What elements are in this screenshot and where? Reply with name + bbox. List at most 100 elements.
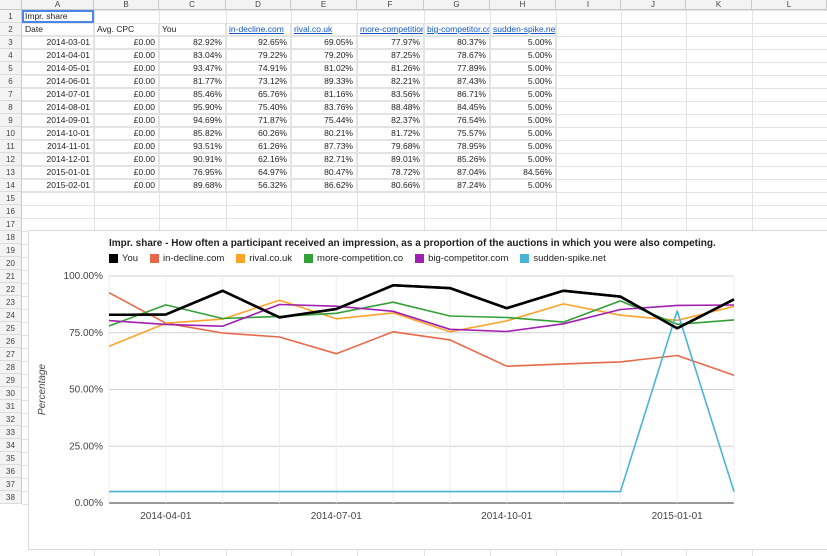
data-cell[interactable]: 89.68% (159, 179, 226, 192)
data-cell[interactable]: 82.21% (357, 75, 424, 88)
data-cell[interactable]: 5.00% (490, 36, 556, 49)
data-cell[interactable]: 2014-04-01 (22, 49, 94, 62)
row-header-8[interactable]: 8 (0, 101, 22, 114)
data-cell[interactable]: £0.00 (94, 62, 159, 75)
data-cell[interactable]: 2015-01-01 (22, 166, 94, 179)
header-cell[interactable]: sudden-spike.net (490, 23, 556, 36)
row-header-29[interactable]: 29 (0, 374, 22, 387)
column-header-i[interactable]: I (556, 0, 621, 10)
data-cell[interactable]: 2014-11-01 (22, 140, 94, 153)
column-header-j[interactable]: J (621, 0, 686, 10)
data-cell[interactable]: £0.00 (94, 166, 159, 179)
data-cell[interactable]: 82.71% (291, 153, 357, 166)
data-cell[interactable]: £0.00 (94, 153, 159, 166)
data-cell[interactable]: 2014-07-01 (22, 88, 94, 101)
column-header-d[interactable]: D (226, 0, 291, 10)
row-header-25[interactable]: 25 (0, 322, 22, 335)
data-cell[interactable]: 80.21% (291, 127, 357, 140)
data-cell[interactable]: 5.00% (490, 75, 556, 88)
column-header-l[interactable]: L (752, 0, 827, 10)
data-cell[interactable]: 80.66% (357, 179, 424, 192)
column-header-k[interactable]: K (686, 0, 752, 10)
data-cell[interactable]: 74.91% (226, 62, 291, 75)
column-header-g[interactable]: G (424, 0, 490, 10)
row-header-26[interactable]: 26 (0, 335, 22, 348)
row-header-2[interactable]: 2 (0, 23, 22, 36)
data-cell[interactable]: 95.90% (159, 101, 226, 114)
data-cell[interactable]: 2015-02-01 (22, 179, 94, 192)
data-cell[interactable]: 2014-09-01 (22, 114, 94, 127)
row-header-33[interactable]: 33 (0, 426, 22, 439)
data-cell[interactable]: 90.91% (159, 153, 226, 166)
column-header-f[interactable]: F (357, 0, 424, 10)
header-cell[interactable]: big-competitor.co (424, 23, 490, 36)
row-header-27[interactable]: 27 (0, 348, 22, 361)
data-cell[interactable]: 81.26% (357, 62, 424, 75)
row-header-35[interactable]: 35 (0, 452, 22, 465)
row-header-36[interactable]: 36 (0, 465, 22, 478)
data-cell[interactable]: 93.51% (159, 140, 226, 153)
row-header-16[interactable]: 16 (0, 205, 22, 218)
data-cell[interactable]: 84.45% (424, 101, 490, 114)
data-cell[interactable]: 64.97% (226, 166, 291, 179)
header-cell[interactable]: Avg. CPC (94, 23, 159, 36)
data-cell[interactable]: 89.01% (357, 153, 424, 166)
row-header-5[interactable]: 5 (0, 62, 22, 75)
data-cell[interactable]: £0.00 (94, 101, 159, 114)
data-cell[interactable]: 2014-05-01 (22, 62, 94, 75)
data-cell[interactable]: 5.00% (490, 101, 556, 114)
row-header-7[interactable]: 7 (0, 88, 22, 101)
data-cell[interactable]: 81.72% (357, 127, 424, 140)
row-header-6[interactable]: 6 (0, 75, 22, 88)
data-cell[interactable]: £0.00 (94, 88, 159, 101)
row-header-30[interactable]: 30 (0, 387, 22, 400)
row-header-17[interactable]: 17 (0, 218, 22, 231)
data-cell[interactable]: 75.40% (226, 101, 291, 114)
data-cell[interactable]: 2014-10-01 (22, 127, 94, 140)
data-cell[interactable]: 73.12% (226, 75, 291, 88)
row-header-32[interactable]: 32 (0, 413, 22, 426)
data-cell[interactable]: £0.00 (94, 75, 159, 88)
data-cell[interactable]: 77.89% (424, 62, 490, 75)
data-cell[interactable]: 60.26% (226, 127, 291, 140)
data-cell[interactable]: 79.20% (291, 49, 357, 62)
header-cell[interactable]: rival.co.uk (291, 23, 357, 36)
data-cell[interactable]: 85.46% (159, 88, 226, 101)
data-cell[interactable]: 77.97% (357, 36, 424, 49)
data-cell[interactable]: 75.57% (424, 127, 490, 140)
data-cell[interactable]: 61.26% (226, 140, 291, 153)
column-header-c[interactable]: C (159, 0, 226, 10)
header-cell[interactable]: Date (22, 23, 94, 36)
data-cell[interactable]: £0.00 (94, 114, 159, 127)
data-cell[interactable]: £0.00 (94, 127, 159, 140)
data-cell[interactable]: 82.92% (159, 36, 226, 49)
data-cell[interactable]: 56.32% (226, 179, 291, 192)
row-header-31[interactable]: 31 (0, 400, 22, 413)
row-header-10[interactable]: 10 (0, 127, 22, 140)
data-cell[interactable]: 78.67% (424, 49, 490, 62)
row-header-28[interactable]: 28 (0, 361, 22, 374)
column-header-a[interactable]: A (22, 0, 94, 10)
data-cell[interactable]: 93.47% (159, 62, 226, 75)
data-cell[interactable]: 2014-06-01 (22, 75, 94, 88)
data-cell[interactable]: 86.71% (424, 88, 490, 101)
data-cell[interactable]: 80.37% (424, 36, 490, 49)
row-header-24[interactable]: 24 (0, 309, 22, 322)
data-cell[interactable]: 62.16% (226, 153, 291, 166)
row-header-20[interactable]: 20 (0, 257, 22, 270)
data-cell[interactable]: 80.47% (291, 166, 357, 179)
data-cell[interactable]: 88.48% (357, 101, 424, 114)
data-cell[interactable]: 5.00% (490, 153, 556, 166)
data-cell[interactable]: 81.77% (159, 75, 226, 88)
data-cell[interactable]: 78.95% (424, 140, 490, 153)
select-all-corner[interactable] (0, 0, 22, 10)
row-header-21[interactable]: 21 (0, 270, 22, 283)
data-cell[interactable]: £0.00 (94, 49, 159, 62)
data-cell[interactable]: 5.00% (490, 179, 556, 192)
data-cell[interactable]: 89.33% (291, 75, 357, 88)
data-cell[interactable]: 71.87% (226, 114, 291, 127)
row-header-23[interactable]: 23 (0, 296, 22, 309)
data-cell[interactable]: 87.24% (424, 179, 490, 192)
data-cell[interactable]: 84.56% (490, 166, 556, 179)
data-cell[interactable]: 83.56% (357, 88, 424, 101)
